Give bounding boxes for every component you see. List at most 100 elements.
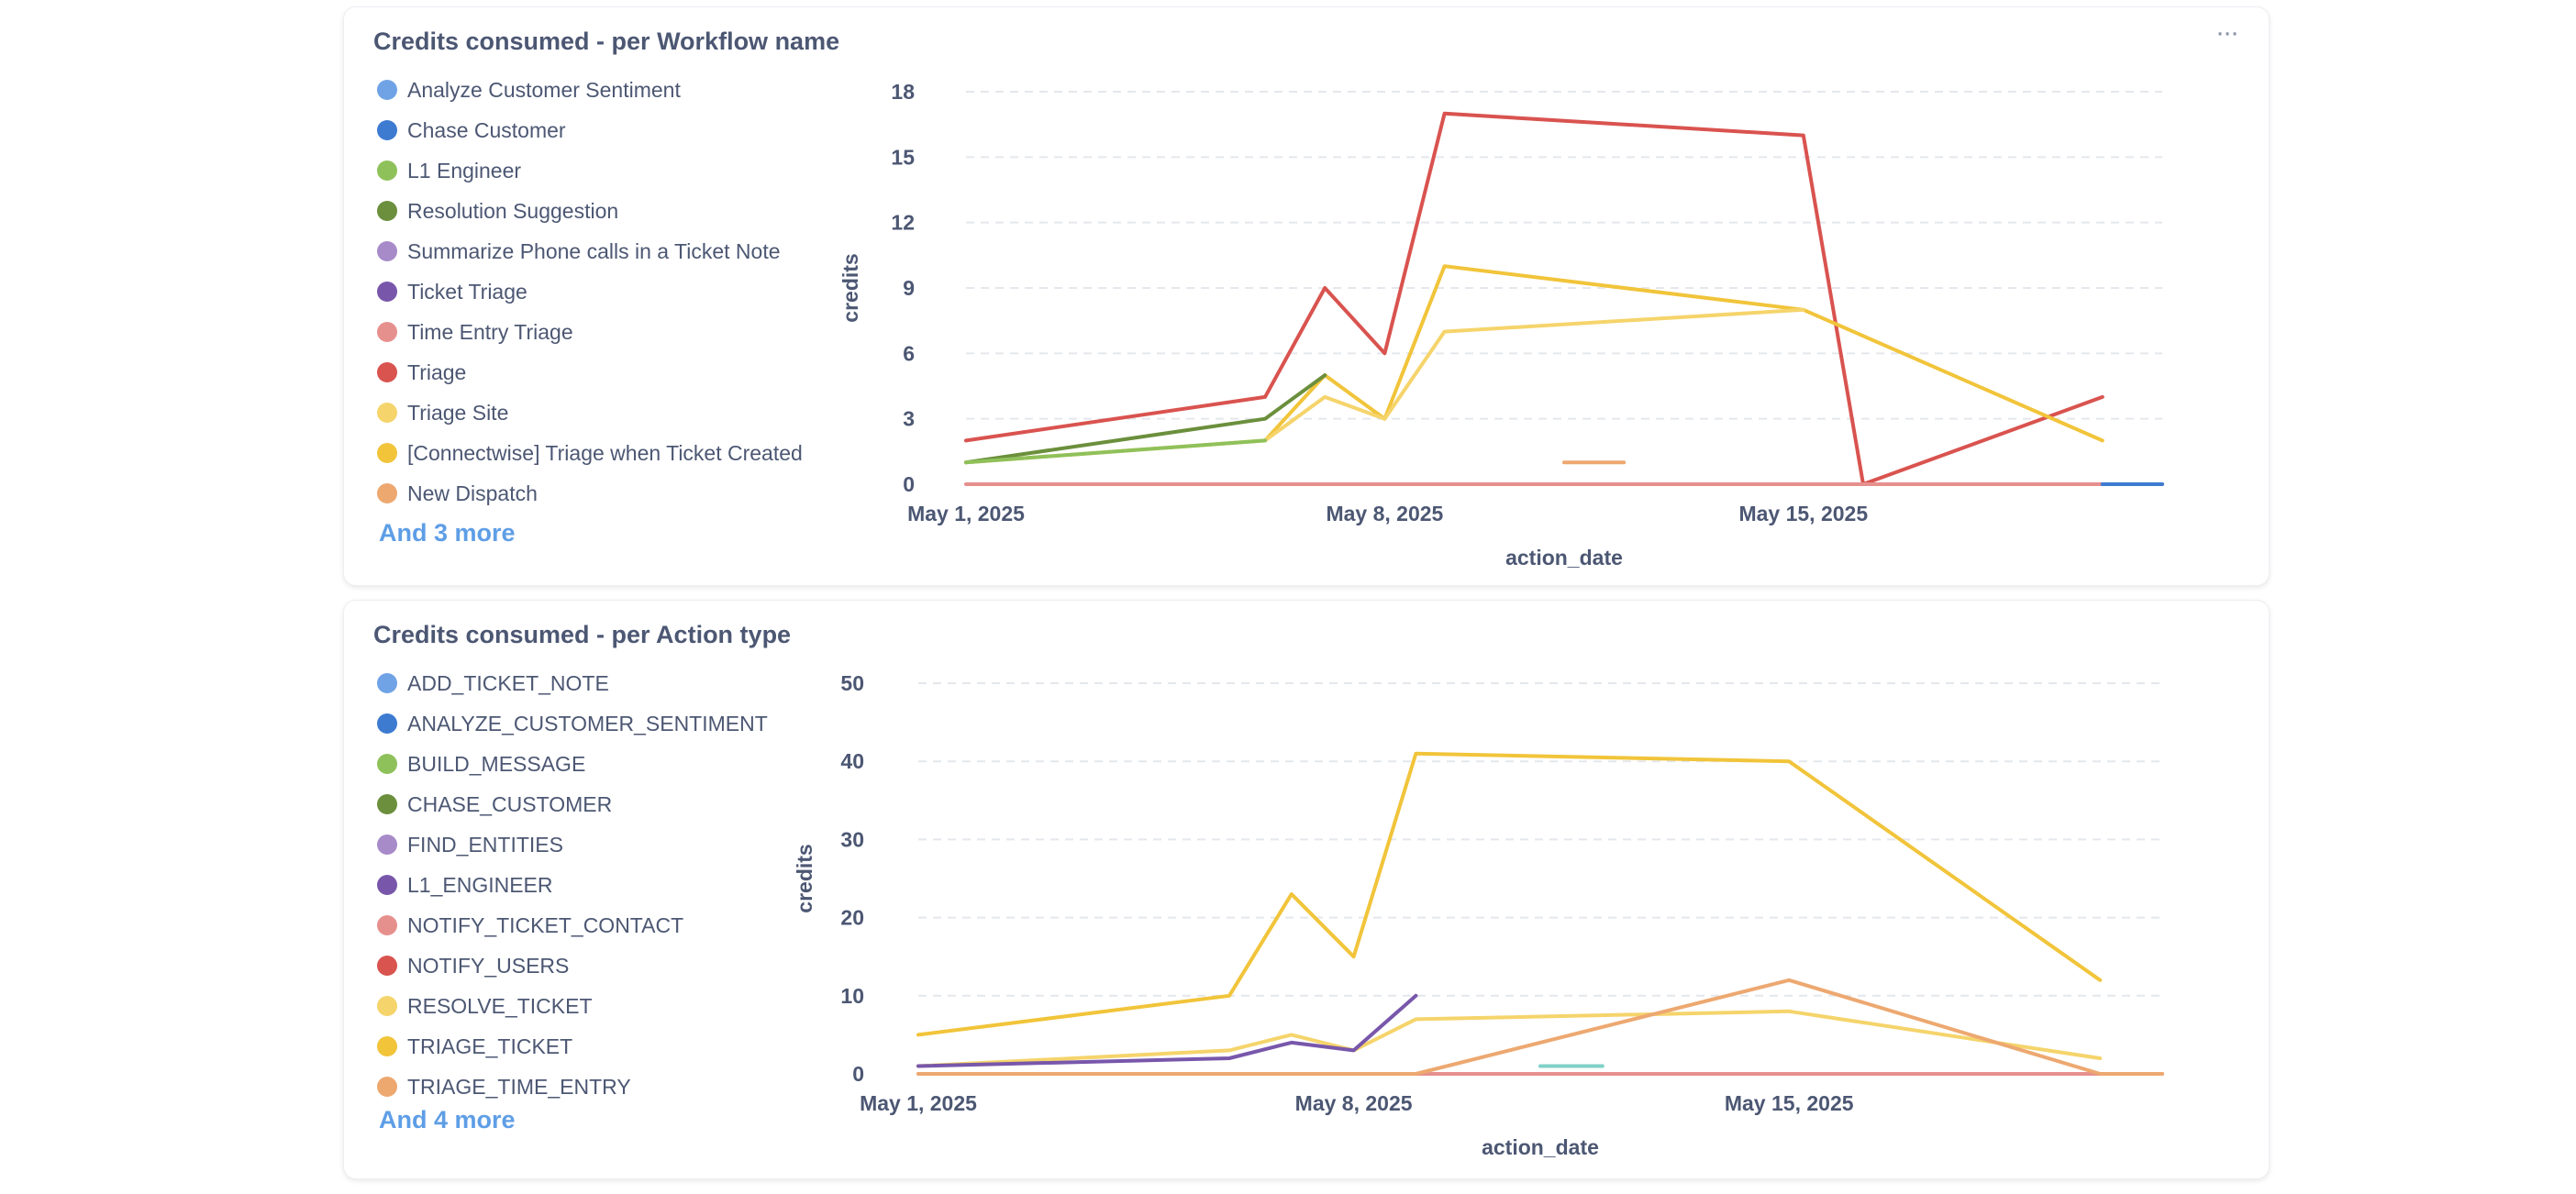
- legend-item[interactable]: TRIAGE_TIME_ENTRY: [377, 1067, 768, 1107]
- legend-dot: [377, 322, 397, 342]
- chart-title: Credits consumed - per Workflow name: [373, 28, 840, 55]
- legend-item[interactable]: [Connectwise] Triage when Ticket Created: [377, 433, 803, 473]
- x-tick-label: May 1, 2025: [907, 502, 1025, 525]
- line-chart: 0 10 20 30 40 50 May 1, 2025 May 8, 2025 May 15,…: [793, 671, 2164, 1159]
- series-line: [916, 978, 2164, 1076]
- x-axis-title: action_date: [1505, 546, 1623, 569]
- series-line: [964, 373, 1327, 465]
- legend-item[interactable]: NOTIFY_USERS: [377, 945, 768, 986]
- legend-dot: [377, 362, 397, 382]
- legend-label: Analyze Customer Sentiment: [407, 77, 681, 102]
- y-tick-label: 10: [840, 984, 864, 1008]
- y-tick-label: 0: [852, 1062, 864, 1086]
- legend-label: NOTIFY_TICKET_CONTACT: [407, 912, 684, 937]
- legend-label: Chase Customer: [407, 117, 566, 142]
- y-tick-label: 3: [903, 407, 915, 431]
- legend-dot: [377, 1077, 397, 1097]
- y-tick-label: 6: [903, 341, 915, 365]
- legend-label: L1 Engineer: [407, 158, 522, 182]
- y-tick-label: 15: [891, 145, 915, 169]
- legend-dot: [377, 713, 397, 734]
- legend-label: BUILD_MESSAGE: [407, 751, 586, 776]
- legend-dot: [377, 160, 397, 181]
- chart-legend: ADD_TICKET_NOTE ANALYZE_CUSTOMER_SENTIME…: [377, 663, 768, 1107]
- x-tick-label: May 15, 2025: [1738, 502, 1868, 525]
- x-tick-label: May 8, 2025: [1326, 502, 1443, 525]
- legend-label: RESOLVE_TICKET: [407, 993, 593, 1018]
- y-axis-title: credits: [838, 253, 862, 322]
- legend-item[interactable]: New Dispatch: [377, 473, 803, 514]
- legend-item[interactable]: Triage Site: [377, 392, 803, 433]
- legend-dot: [377, 483, 397, 503]
- legend-item[interactable]: NOTIFY_TICKET_CONTACT: [377, 905, 768, 945]
- chart-legend: Analyze Customer Sentiment Chase Custome…: [377, 70, 803, 514]
- legend-label: NOTIFY_USERS: [407, 953, 570, 978]
- legend-dot: [377, 673, 397, 693]
- action-type-chart-card: Credits consumed - per Action type ADD_T…: [343, 600, 2270, 1179]
- y-axis-title: credits: [793, 844, 816, 912]
- chart-title: Credits consumed - per Action type: [373, 621, 792, 648]
- legend-item[interactable]: Ticket Triage: [377, 271, 803, 312]
- y-tick-label: 18: [891, 80, 915, 104]
- legend-dot: [377, 996, 397, 1016]
- legend-dot: [377, 794, 397, 814]
- legend-item[interactable]: L1_ENGINEER: [377, 865, 768, 905]
- legend-label: FIND_ENTITIES: [407, 832, 563, 857]
- series-line: [964, 264, 2104, 465]
- legend-item[interactable]: BUILD_MESSAGE: [377, 744, 768, 784]
- legend-dot: [377, 282, 397, 302]
- legend-item[interactable]: Analyze Customer Sentiment: [377, 70, 803, 110]
- legend-label: CHASE_CUSTOMER: [407, 791, 613, 816]
- legend-item[interactable]: ADD_TICKET_NOTE: [377, 663, 768, 703]
- legend-more-link[interactable]: And 3 more: [379, 519, 516, 547]
- legend-more-link[interactable]: And 4 more: [379, 1106, 516, 1133]
- line-chart: 0 3 6 9 12 15 18 May 1, 2025 May 8, 2025 May 15, …: [838, 80, 2164, 569]
- series-line: [916, 993, 1418, 1068]
- x-tick-label: May 15, 2025: [1725, 1091, 1854, 1115]
- legend-item[interactable]: Chase Customer: [377, 110, 803, 150]
- legend-dot: [377, 915, 397, 935]
- legend-label: Resolution Suggestion: [407, 198, 619, 223]
- legend-item[interactable]: Resolution Suggestion: [377, 191, 803, 231]
- legend-dot: [377, 875, 397, 895]
- x-axis-title: action_date: [1482, 1135, 1599, 1159]
- legend-label: Time Entry Triage: [407, 319, 573, 344]
- series-line: [1263, 307, 1805, 443]
- legend-item[interactable]: ANALYZE_CUSTOMER_SENTIMENT: [377, 703, 768, 744]
- legend-item[interactable]: L1 Engineer: [377, 150, 803, 191]
- legend-label: ADD_TICKET_NOTE: [407, 670, 609, 695]
- legend-label: New Dispatch: [407, 481, 538, 505]
- legend-label: L1_ENGINEER: [407, 872, 553, 897]
- legend-dot: [377, 120, 397, 140]
- legend-dot: [377, 443, 397, 463]
- legend-label: Summarize Phone calls in a Ticket Note: [407, 238, 781, 263]
- y-tick-label: 12: [891, 211, 915, 235]
- legend-dot: [377, 201, 397, 221]
- legend-label: [Connectwise] Triage when Ticket Created: [407, 440, 803, 465]
- series-line: [916, 751, 2103, 1037]
- legend-label: TRIAGE_TIME_ENTRY: [407, 1074, 631, 1099]
- y-tick-label: 40: [840, 749, 864, 773]
- legend-dot: [377, 1036, 397, 1056]
- legend-label: TRIAGE_TICKET: [407, 1034, 573, 1058]
- y-tick-label: 20: [840, 906, 864, 930]
- legend-item[interactable]: Summarize Phone calls in a Ticket Note: [377, 231, 803, 271]
- legend-label: Ticket Triage: [407, 279, 527, 304]
- legend-item[interactable]: Time Entry Triage: [377, 312, 803, 352]
- y-tick-label: 0: [903, 472, 915, 496]
- y-tick-label: 30: [840, 827, 864, 851]
- legend-item[interactable]: FIND_ENTITIES: [377, 824, 768, 865]
- legend-item[interactable]: CHASE_CUSTOMER: [377, 784, 768, 824]
- legend-item[interactable]: RESOLVE_TICKET: [377, 986, 768, 1026]
- legend-dot: [377, 754, 397, 774]
- y-tick-label: 9: [903, 276, 915, 300]
- more-options-icon[interactable]: ···: [2215, 17, 2239, 48]
- legend-item[interactable]: Triage: [377, 352, 803, 392]
- legend-label: Triage: [407, 359, 467, 384]
- x-tick-label: May 8, 2025: [1295, 1091, 1413, 1115]
- series-line: [964, 111, 2104, 486]
- legend-dot: [377, 241, 397, 261]
- legend-dot: [377, 835, 397, 855]
- legend-item[interactable]: TRIAGE_TICKET: [377, 1026, 768, 1067]
- legend-label: ANALYZE_CUSTOMER_SENTIMENT: [407, 711, 768, 735]
